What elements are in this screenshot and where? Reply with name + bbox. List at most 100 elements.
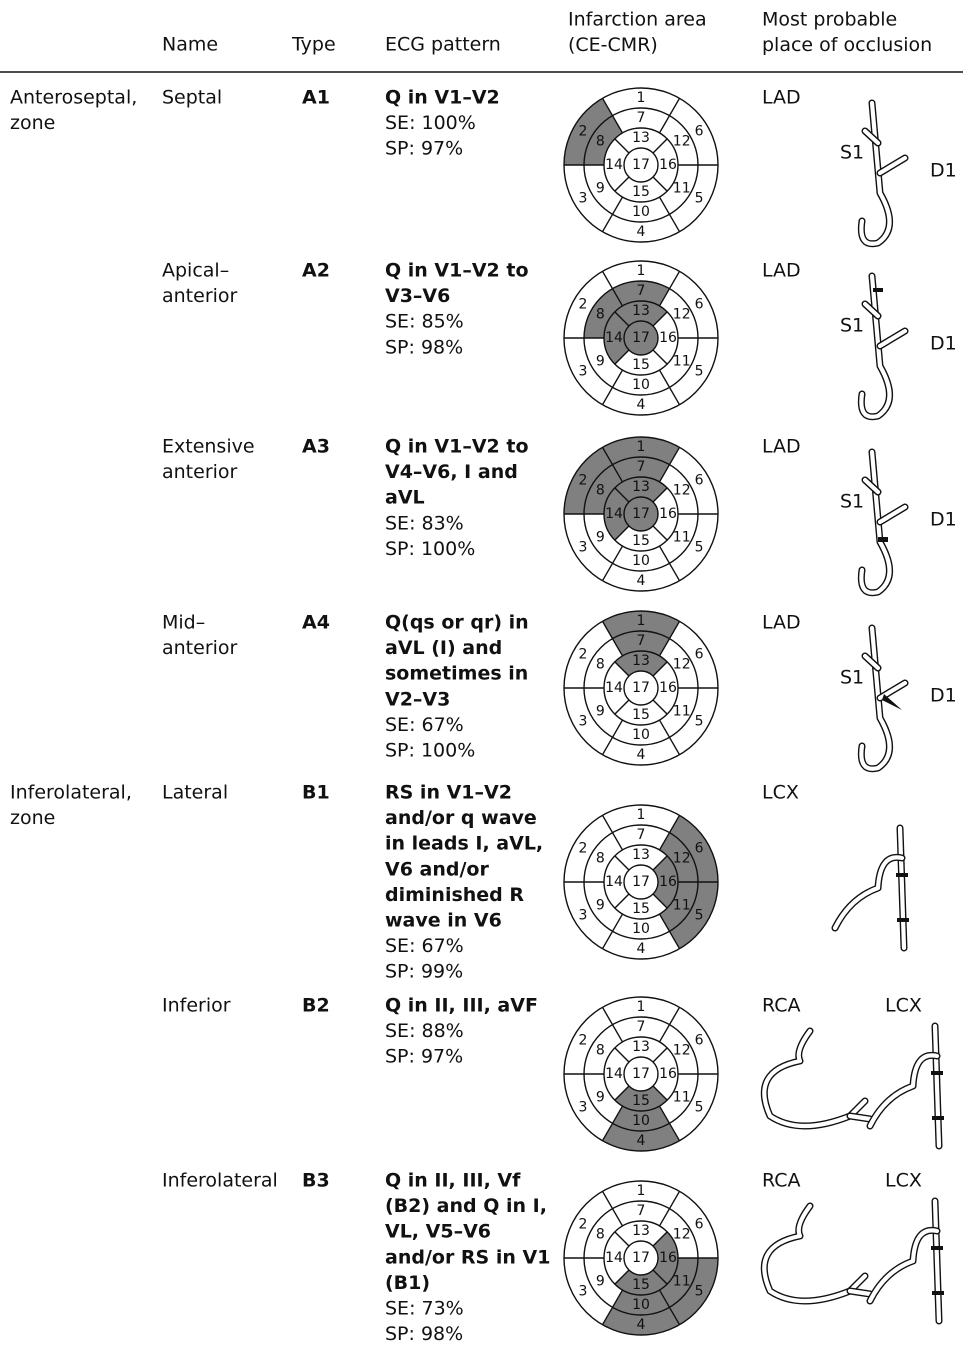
segment-label: 11 <box>673 1090 691 1106</box>
column-header: ECG pattern <box>385 34 501 56</box>
ecg-pattern: V4–V6, I and <box>385 461 518 483</box>
segment-label: 6 <box>695 297 704 313</box>
vessel-lumen <box>859 100 892 246</box>
ecg-pattern: Q in V1–V2 to <box>385 260 529 282</box>
infarct-area <box>564 98 613 165</box>
row-name: Mid– <box>162 612 205 634</box>
bullseye-spoke <box>652 176 668 192</box>
bullseye-spoke <box>601 369 624 406</box>
segment-label: 4 <box>637 1317 646 1333</box>
segment-label: 9 <box>596 530 605 546</box>
vessel-label: LCX <box>885 1170 922 1192</box>
segment-label: 5 <box>695 714 704 730</box>
segment-label: 17 <box>632 1066 650 1082</box>
vessel-lumen <box>847 1288 873 1297</box>
bullseye-spoke <box>652 1047 668 1063</box>
segment-label: 10 <box>632 727 650 743</box>
segment-label: 12 <box>673 657 691 673</box>
segment-label: 15 <box>632 901 650 917</box>
row-type: A3 <box>302 436 330 458</box>
infarct-area <box>614 651 668 676</box>
bullseye-spoke <box>601 1190 624 1227</box>
segment-label: 5 <box>695 364 704 380</box>
segment-label: 14 <box>605 680 623 696</box>
segment-label: 15 <box>632 357 650 373</box>
bullseye-spoke <box>658 369 681 406</box>
sensitivity: SE: 88% <box>385 1020 464 1042</box>
sensitivity: SE: 83% <box>385 512 464 534</box>
segment-label: 6 <box>695 841 704 857</box>
occlusion-mark <box>931 1071 943 1075</box>
segment-label: 5 <box>695 908 704 924</box>
bullseye-spoke <box>658 1289 681 1326</box>
infarct-area <box>584 115 623 165</box>
branch-label: S1 <box>840 491 864 513</box>
column-header: Infarction area <box>568 9 707 31</box>
bullseye-spoke <box>658 270 681 307</box>
specificity: SP: 97% <box>385 1046 463 1068</box>
segment-label: 16 <box>659 1250 677 1266</box>
vessel-lumen <box>932 1023 942 1149</box>
segment-label: 14 <box>605 157 623 173</box>
bullseye-ring <box>623 1240 659 1276</box>
row-name: Extensive <box>162 436 255 458</box>
segment-label: 12 <box>673 134 691 150</box>
bullseye-ring <box>623 320 659 356</box>
segment-label: 10 <box>632 1297 650 1313</box>
vessel-label: RCA <box>762 1170 801 1192</box>
segment-label: 12 <box>673 1227 691 1243</box>
segment-label: 9 <box>596 1274 605 1290</box>
segment-label: 11 <box>673 530 691 546</box>
segment-label: 2 <box>579 124 588 140</box>
vessel-lumen <box>859 273 892 419</box>
segment-label: 10 <box>632 921 650 937</box>
bullseye-spoke <box>658 913 681 950</box>
segment-label: 1 <box>637 807 646 823</box>
bullseye-spoke <box>658 719 681 756</box>
bullseye-spoke <box>614 699 630 715</box>
vessel-lumen <box>862 301 881 319</box>
segment-label: 6 <box>695 473 704 489</box>
bullseye-spoke <box>614 1269 630 1285</box>
segment-label: 3 <box>579 364 588 380</box>
vessel-label: LCX <box>885 995 922 1017</box>
segment-label: 11 <box>673 181 691 197</box>
segment-label: 14 <box>605 506 623 522</box>
segment-label: 7 <box>637 459 646 475</box>
bullseye-spoke <box>614 487 630 503</box>
segment-label: 13 <box>632 303 650 319</box>
bullseye-spoke <box>614 1047 630 1063</box>
segment-label: 4 <box>637 224 646 240</box>
ecg-pattern: wave in V6 <box>385 910 502 932</box>
infarct-area <box>604 311 629 365</box>
sensitivity: SE: 100% <box>385 112 476 134</box>
bullseye-spoke <box>658 1190 681 1227</box>
bullseye-spoke <box>614 349 630 365</box>
bullseye-spoke <box>614 1231 630 1247</box>
segment-label: 10 <box>632 553 650 569</box>
segment-label: 4 <box>637 397 646 413</box>
segment-label: 1 <box>637 439 646 455</box>
segment-label: 11 <box>673 898 691 914</box>
segment-label: 1 <box>637 263 646 279</box>
bullseye-spoke <box>601 620 624 657</box>
segment-label: 14 <box>605 874 623 890</box>
segment-label: 1 <box>637 999 646 1015</box>
vessel-lumen <box>847 1113 873 1122</box>
segment-label: 4 <box>637 1133 646 1149</box>
segment-label: 13 <box>632 479 650 495</box>
vessel-lumen <box>932 1198 942 1324</box>
vessel-lumen <box>859 625 892 771</box>
zone-label: Anteroseptal, <box>10 87 137 109</box>
bullseye-spoke <box>601 446 624 483</box>
segment-label: 6 <box>695 1217 704 1233</box>
segment-label: 7 <box>637 1019 646 1035</box>
segment-label: 15 <box>632 1277 650 1293</box>
column-header: (CE-CMR) <box>568 34 658 56</box>
segment-label: 9 <box>596 181 605 197</box>
occlusion-mark <box>873 288 883 292</box>
segment-label: 13 <box>632 1039 650 1055</box>
segment-label: 9 <box>596 704 605 720</box>
bullseye-spoke <box>652 349 668 365</box>
ecg-pattern: aVL <box>385 487 425 509</box>
